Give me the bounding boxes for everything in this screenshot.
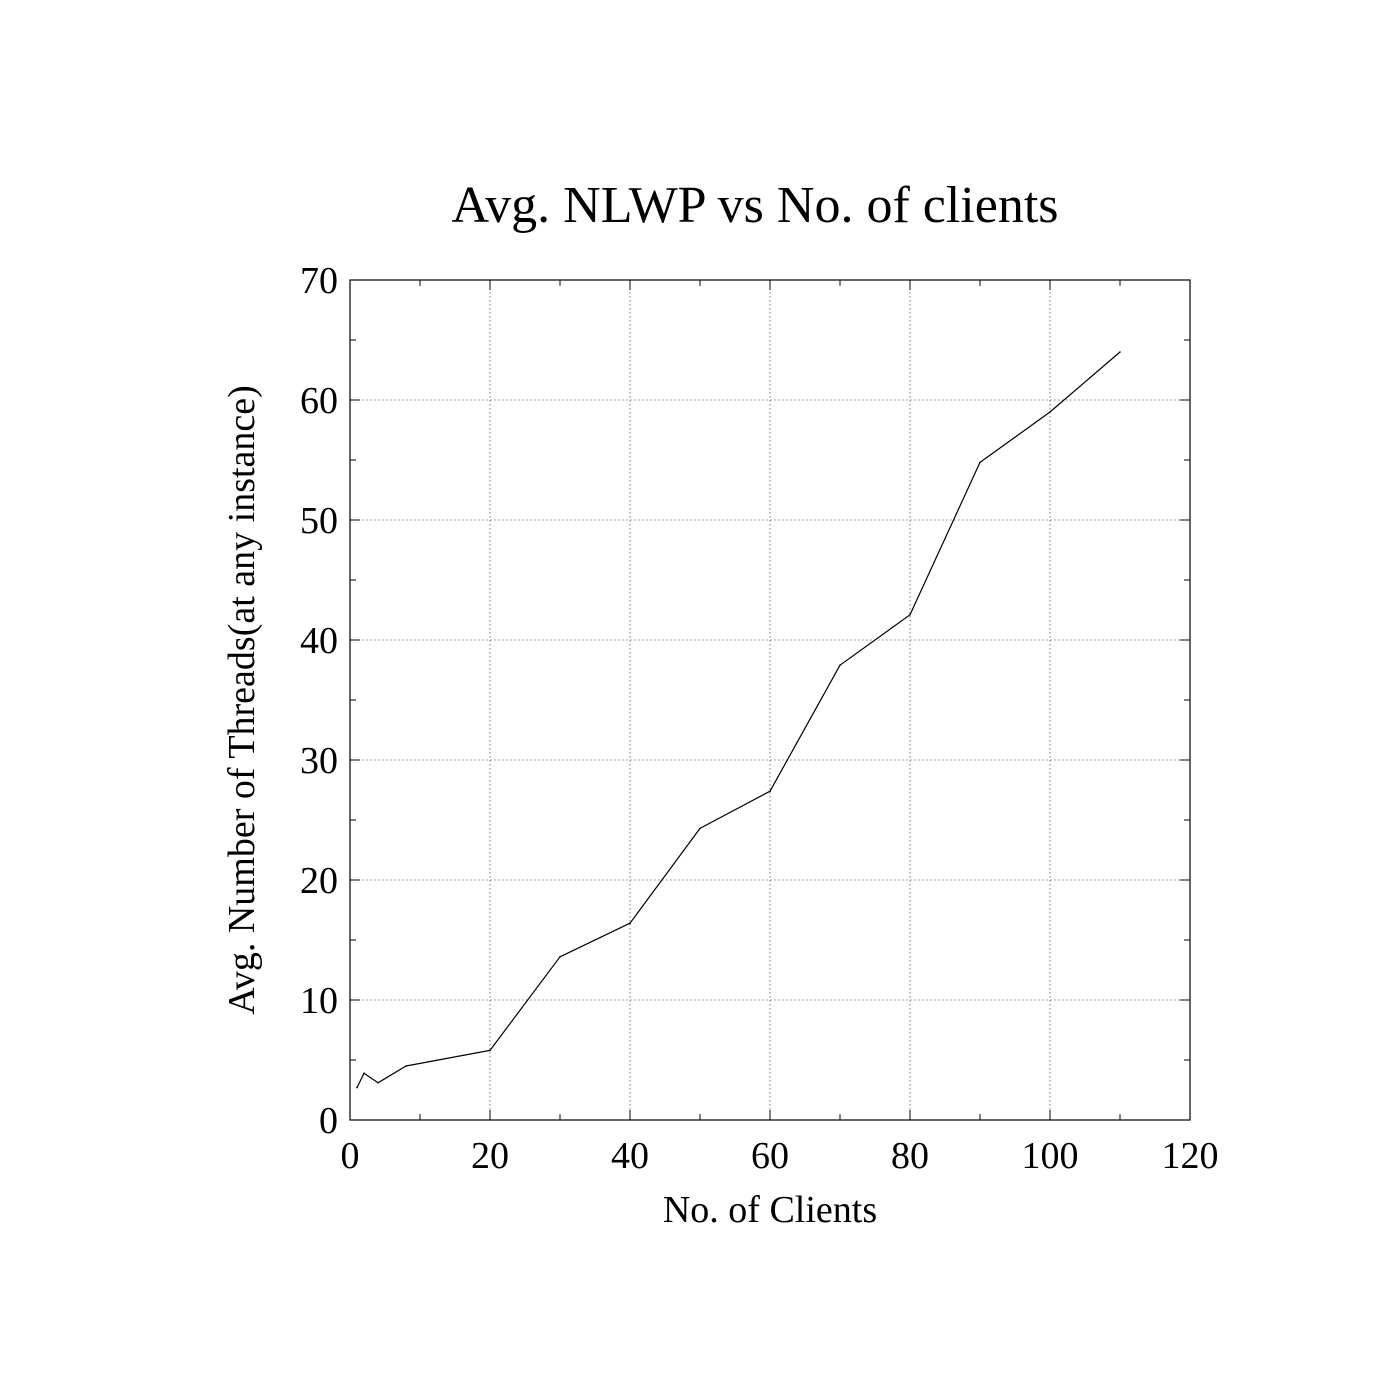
y-tick-label-6: 60	[300, 380, 338, 422]
data-point	[489, 1049, 491, 1052]
y-tick-label-7: 70	[300, 260, 338, 302]
grid	[350, 280, 1190, 1120]
data-point	[405, 1065, 407, 1067]
y-axis-label: Avg. Number of Threads(at any instance)	[221, 385, 263, 1015]
data-point	[769, 790, 771, 792]
data-point	[356, 1086, 358, 1089]
tick-labels: 0 20 40 60 80 100 120 0 10 20 30 40 50 60 70	[300, 260, 1219, 1177]
data-point	[363, 1072, 365, 1074]
x-tick-label-3: 60	[751, 1135, 789, 1177]
y-tick-label-0: 0	[319, 1100, 338, 1142]
x-tick-label-0: 0	[341, 1135, 360, 1177]
x-tick-label-2: 40	[611, 1135, 649, 1177]
x-tick-label-1: 20	[471, 1135, 509, 1177]
data-point	[699, 827, 701, 830]
x-tick-label-5: 100	[1022, 1135, 1079, 1177]
series-line-0	[356, 351, 1121, 1088]
data-point	[1049, 411, 1051, 413]
x-axis-label: No. of Clients	[663, 1189, 877, 1231]
y-tick-label-1: 10	[300, 980, 338, 1022]
y-tick-label-5: 50	[300, 500, 338, 542]
data-point	[377, 1082, 379, 1084]
x-tick-label-4: 80	[891, 1135, 929, 1177]
data-point	[909, 614, 911, 616]
y-tick-label-2: 20	[300, 860, 338, 902]
data-point	[1119, 351, 1121, 353]
y-tick-label-3: 30	[300, 740, 338, 782]
data-point	[979, 461, 981, 464]
data-point	[559, 956, 561, 958]
x-tick-label-6: 120	[1162, 1135, 1219, 1177]
chart-title: Avg. NLWP vs No. of clients	[451, 177, 1058, 234]
series-layer	[356, 351, 1121, 1089]
data-point	[629, 922, 631, 924]
axis-ticks	[349, 279, 1191, 1121]
y-tick-label-4: 40	[300, 620, 338, 662]
data-point	[839, 664, 841, 666]
